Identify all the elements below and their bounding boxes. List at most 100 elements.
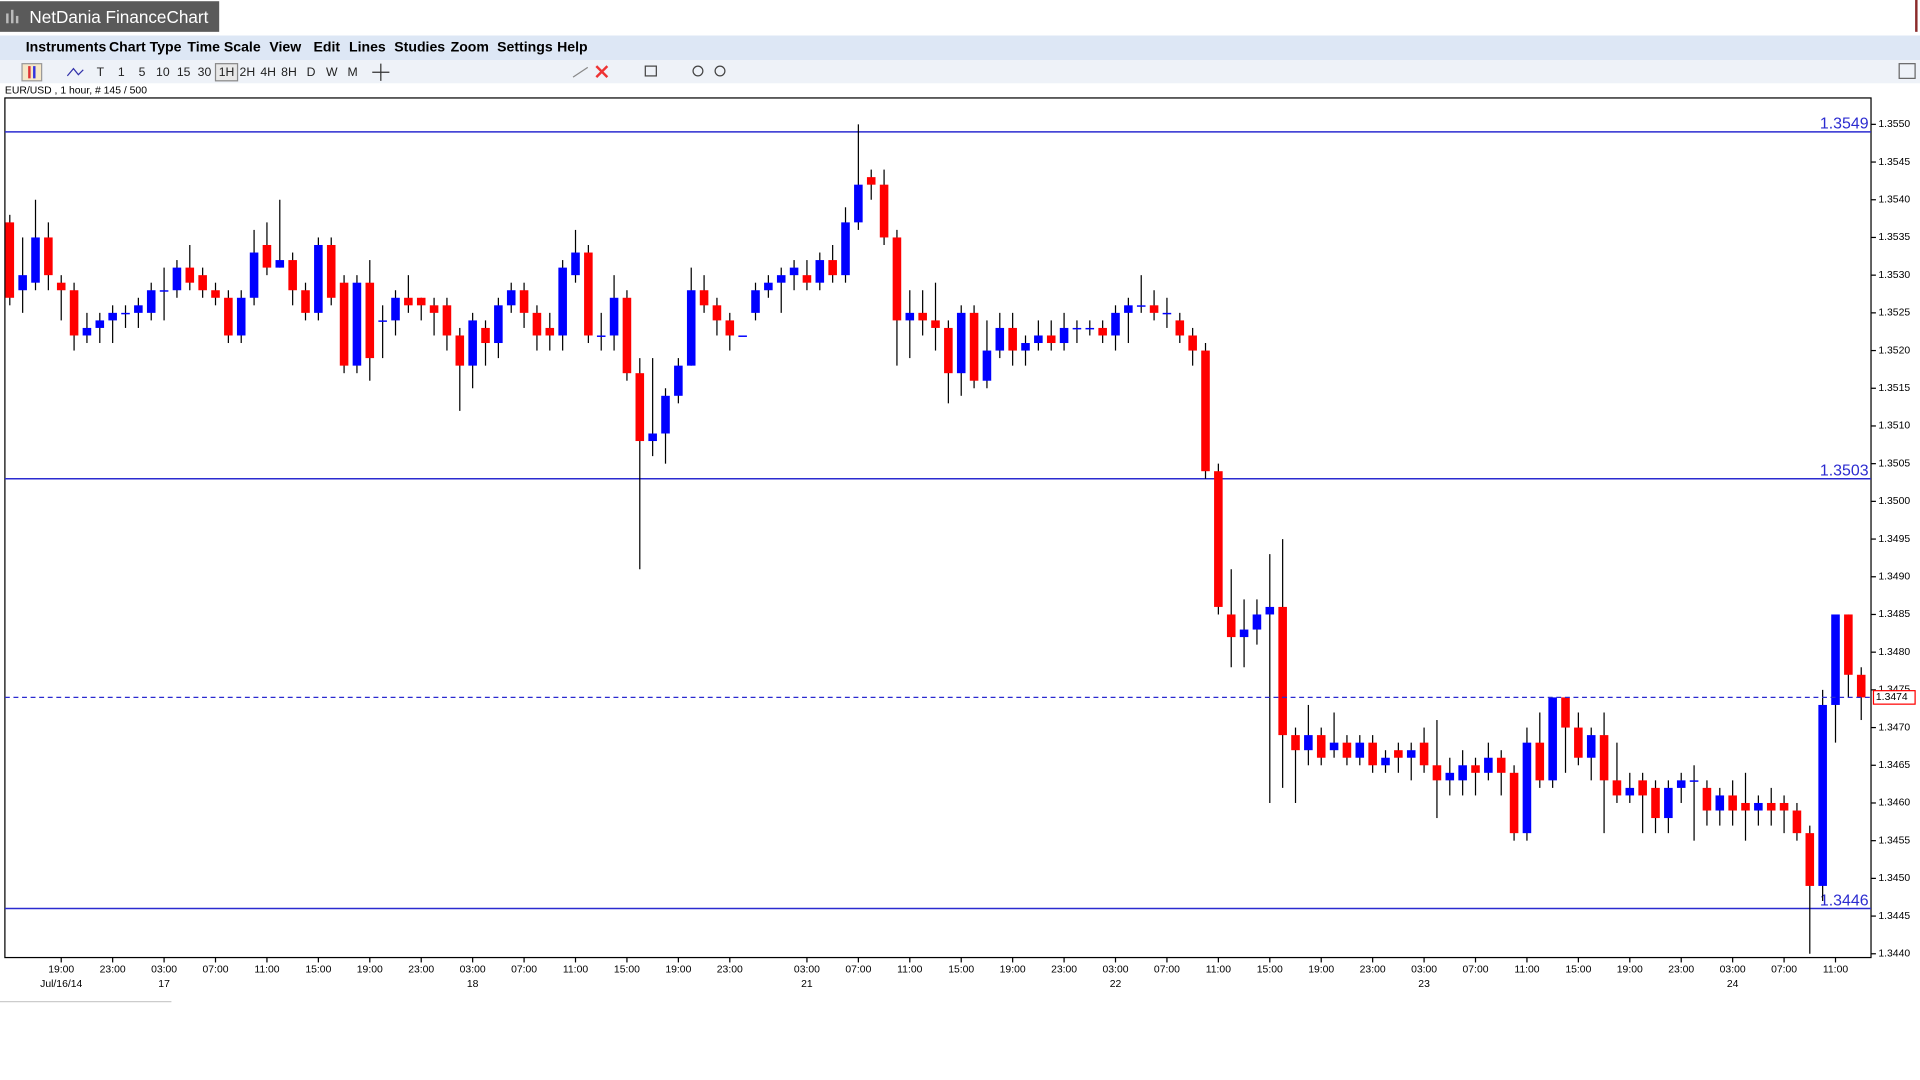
candle-body <box>442 305 452 336</box>
candle-body <box>416 297 426 306</box>
x-tick-label: 23:00 <box>1668 965 1694 976</box>
menu-item[interactable]: Time Scale <box>187 38 260 54</box>
candle-body <box>1496 757 1506 773</box>
candle-body <box>1291 735 1300 751</box>
x-tick-label: 03:00 <box>1720 965 1746 976</box>
timescale-button[interactable]: 1 <box>118 65 125 79</box>
candle-body <box>326 244 336 298</box>
timescale-button[interactable]: W <box>326 65 338 79</box>
candle-body <box>751 290 760 313</box>
candle-body <box>879 184 889 238</box>
candle-body <box>1316 735 1326 758</box>
candle-body <box>1304 735 1313 751</box>
y-tick-label: 1.3490 <box>1878 572 1910 583</box>
candle-body <box>1561 697 1570 728</box>
app-icon <box>15 15 19 24</box>
timescale-button[interactable]: 1H <box>219 65 235 79</box>
timescale-button[interactable]: T <box>97 65 105 79</box>
menu-item[interactable]: Instruments <box>26 38 107 54</box>
zoom-in-icon[interactable] <box>692 65 704 77</box>
x-tick-label: 07:00 <box>1154 965 1180 976</box>
candle-body <box>108 312 117 321</box>
candle-body <box>1034 335 1043 344</box>
x-tick-label: 03:00 <box>794 965 820 976</box>
x-tick-label: 15:00 <box>614 965 640 976</box>
candle-body <box>866 177 876 185</box>
timescale-button[interactable]: 8H <box>281 65 297 79</box>
candle-body <box>1175 320 1185 336</box>
x-date-label: Jul/16/14 <box>40 979 82 990</box>
window-title: NetDania FinanceChart <box>29 7 208 27</box>
candle-body <box>18 275 27 291</box>
x-tick-label: 15:00 <box>1257 965 1283 976</box>
candle-body <box>635 373 645 442</box>
candle-body <box>699 290 709 306</box>
last-price-box <box>1872 690 1916 705</box>
menu-item[interactable]: Studies <box>394 38 445 54</box>
timescale-button[interactable]: 4H <box>260 65 276 79</box>
level-label: 1.3446 <box>1820 892 1869 909</box>
candle-body <box>172 267 182 291</box>
candle-body <box>1342 742 1352 758</box>
candle-body <box>1574 727 1583 758</box>
timescale-button[interactable]: 15 <box>177 65 191 79</box>
draw-icon[interactable] <box>572 66 589 78</box>
y-tick-label: 1.3445 <box>1878 911 1910 922</box>
y-tick-label: 1.3470 <box>1878 722 1910 733</box>
candle-body <box>275 260 285 268</box>
print-icon[interactable] <box>644 65 657 77</box>
candle-body <box>1856 674 1866 698</box>
x-tick-label: 07:00 <box>1463 965 1489 976</box>
menu-item[interactable]: Help <box>557 38 588 54</box>
x-tick-label: 23:00 <box>408 965 434 976</box>
menu-item[interactable]: Edit <box>313 38 340 54</box>
candle-body <box>1419 742 1429 766</box>
candle-body <box>506 290 516 306</box>
candle-body <box>661 395 670 434</box>
x-date-label: 17 <box>158 979 170 990</box>
candle-body <box>391 297 400 321</box>
candle-body <box>56 282 66 291</box>
delete-icon[interactable] <box>595 65 609 79</box>
y-tick-label: 1.3460 <box>1878 798 1910 809</box>
timescale-button[interactable]: 10 <box>156 65 170 79</box>
line-icon[interactable] <box>66 67 84 77</box>
x-tick-label: 03:00 <box>1103 965 1129 976</box>
menu-item[interactable]: Settings <box>497 38 553 54</box>
icon <box>33 66 36 79</box>
candle-body <box>404 297 413 306</box>
candle-body <box>712 305 722 321</box>
candle-body <box>121 312 130 315</box>
candle-body <box>1651 787 1660 819</box>
menu-item[interactable]: Chart Type <box>109 38 182 54</box>
candle-body <box>1702 787 1712 811</box>
y-tick-label: 1.3550 <box>1878 119 1910 130</box>
timescale-button[interactable]: 30 <box>198 65 212 79</box>
timescale-button[interactable]: D <box>307 65 316 79</box>
timescale-button[interactable]: 2H <box>240 65 256 79</box>
crosshair-icon[interactable] <box>372 63 390 81</box>
timescale-button[interactable]: 5 <box>139 65 146 79</box>
menu-item[interactable]: Zoom <box>451 38 489 54</box>
zoom-out-icon[interactable] <box>714 65 726 77</box>
candle-body <box>1406 750 1416 758</box>
candle-button[interactable] <box>21 63 43 82</box>
x-date-label: 24 <box>1727 979 1739 990</box>
panel-icon[interactable] <box>1898 63 1916 79</box>
candle-body <box>905 312 915 321</box>
candle-body <box>185 267 195 283</box>
menu-item[interactable]: View <box>269 38 301 54</box>
candle-body <box>1124 305 1133 313</box>
candle-body <box>622 297 632 374</box>
candle-body <box>1278 606 1287 736</box>
candle-body <box>1728 795 1737 811</box>
candle-body <box>262 244 272 268</box>
timescale-button[interactable]: M <box>348 65 358 79</box>
candle-body <box>1844 614 1853 675</box>
toolbar <box>0 60 1920 84</box>
x-tick-label: 03:00 <box>151 965 177 976</box>
y-tick-label: 1.3455 <box>1878 835 1910 846</box>
menu-item[interactable]: Lines <box>349 38 386 54</box>
x-tick-label: 07:00 <box>845 965 871 976</box>
candle-body <box>1046 335 1056 344</box>
